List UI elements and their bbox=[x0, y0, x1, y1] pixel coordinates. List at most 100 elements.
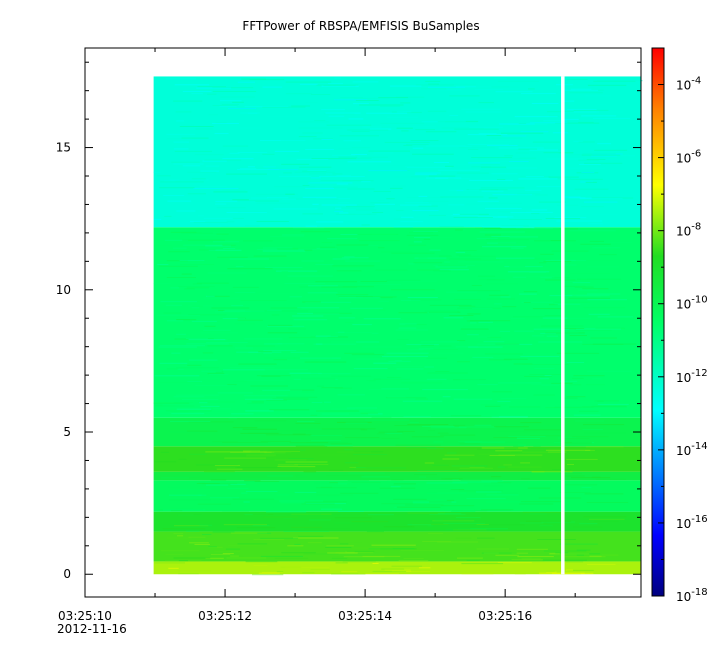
spectrogram-noise bbox=[192, 283, 202, 285]
spectrogram-noise bbox=[592, 343, 637, 345]
spectrogram-noise bbox=[343, 140, 361, 142]
spectrogram-noise bbox=[203, 297, 240, 299]
spectrogram-noise bbox=[400, 221, 424, 223]
spectrogram-noise bbox=[199, 185, 227, 187]
spectrogram-noise bbox=[222, 369, 265, 371]
y-axis bbox=[85, 61, 641, 575]
spectrogram-noise bbox=[266, 511, 307, 513]
spectrogram-noise bbox=[403, 558, 424, 560]
spectrogram-noise bbox=[305, 149, 335, 150]
spectrogram-noise bbox=[592, 378, 602, 380]
spectrogram-noise bbox=[177, 535, 184, 537]
spectrogram-noise bbox=[351, 482, 381, 483]
y-tick-labels: 0 5 10 15 bbox=[56, 141, 71, 582]
spectrogram-noise bbox=[518, 148, 537, 150]
spectrogram-noise bbox=[179, 126, 214, 127]
spectrogram-noise bbox=[181, 273, 192, 275]
spectrogram-noise bbox=[182, 165, 201, 167]
spectrogram-noise bbox=[301, 378, 336, 380]
spectrogram-noise bbox=[400, 549, 444, 551]
spectrogram-noise bbox=[396, 127, 413, 129]
spectrogram-noise bbox=[166, 277, 196, 278]
spectrogram-noise bbox=[504, 447, 519, 449]
spectrogram-noise bbox=[427, 372, 468, 374]
spectrogram-noise bbox=[542, 236, 576, 238]
spectrogram-noise bbox=[464, 146, 472, 148]
spectrogram-noise bbox=[469, 179, 513, 181]
spectrogram-noise bbox=[198, 249, 216, 251]
spectrogram-noise bbox=[263, 369, 308, 371]
spectrogram-noise bbox=[384, 569, 411, 571]
spectrogram-noise bbox=[523, 291, 538, 293]
spectrogram-noise bbox=[526, 276, 541, 278]
spectrogram-noise bbox=[573, 526, 603, 528]
spectrogram-noise bbox=[398, 327, 417, 329]
spectrogram-noise bbox=[187, 381, 202, 382]
spectrogram-noise bbox=[246, 345, 275, 347]
spectrogram-noise bbox=[166, 138, 193, 140]
spectrogram-noise bbox=[404, 126, 436, 128]
spectrogram-noise bbox=[170, 510, 183, 512]
spectrogram-noise bbox=[321, 139, 333, 140]
spectrogram-noise bbox=[321, 286, 357, 288]
spectrogram-noise bbox=[267, 324, 293, 326]
spectrogram-noise bbox=[508, 436, 546, 437]
spectrogram-noise bbox=[264, 267, 303, 268]
spectrogram-noise bbox=[457, 557, 483, 559]
spectrogram-noise bbox=[583, 516, 627, 518]
spectrogram-noise bbox=[435, 371, 450, 373]
spectrogram-noise bbox=[393, 218, 414, 220]
colorbar-tick-label: 10-18 bbox=[676, 587, 708, 604]
spectrogram-noise bbox=[597, 403, 629, 405]
spectrogram-noise bbox=[335, 542, 362, 543]
spectrogram-noise bbox=[474, 424, 492, 426]
spectrogram-noise bbox=[524, 376, 552, 377]
spectrogram-noise bbox=[497, 400, 511, 402]
spectrogram-noise bbox=[258, 572, 280, 574]
spectrogram-noise bbox=[564, 285, 586, 287]
spectrogram-noise bbox=[517, 206, 554, 208]
spectrogram-noise bbox=[426, 378, 447, 380]
spectrogram-noise bbox=[430, 349, 458, 350]
spectrogram-noise bbox=[302, 572, 315, 574]
spectrogram-noise bbox=[334, 517, 372, 519]
spectrogram-noise bbox=[497, 179, 506, 181]
spectrogram-noise bbox=[487, 145, 518, 146]
spectrogram-noise bbox=[520, 501, 564, 503]
spectrogram-noise bbox=[421, 344, 434, 346]
spectrogram-noise bbox=[263, 350, 297, 351]
spectrogram-noise bbox=[220, 96, 255, 98]
spectrogram-noise bbox=[205, 557, 224, 559]
spectrogram-noise bbox=[303, 471, 317, 473]
spectrogram-noise bbox=[572, 377, 584, 379]
spectrogram-noise bbox=[446, 215, 479, 216]
spectrogram-noise bbox=[425, 131, 457, 133]
spectrogram-noise bbox=[573, 140, 583, 142]
spectrogram-noise bbox=[418, 205, 438, 207]
spectrogram-noise bbox=[437, 513, 462, 514]
spectrogram-noise bbox=[260, 555, 303, 557]
spectrogram-noise bbox=[486, 135, 502, 136]
spectrogram-noise bbox=[230, 555, 239, 557]
spectrogram-noise bbox=[514, 330, 534, 332]
spectrogram-noise bbox=[155, 358, 195, 360]
spectrogram-noise bbox=[407, 524, 432, 526]
spectrogram-noise bbox=[378, 309, 386, 311]
spectrogram-noise bbox=[217, 256, 248, 258]
spectrogram-noise bbox=[165, 78, 196, 80]
spectrogram-noise bbox=[215, 371, 224, 373]
spectrogram-noise bbox=[298, 248, 337, 250]
spectrogram-noise bbox=[566, 396, 586, 398]
spectrogram-noise bbox=[319, 247, 338, 249]
spectrogram-noise bbox=[562, 118, 579, 120]
spectrogram-noise bbox=[351, 157, 372, 159]
spectrogram-noise bbox=[326, 545, 354, 547]
spectrogram-noise bbox=[479, 231, 525, 233]
spectrogram-noise bbox=[281, 163, 310, 165]
spectrogram-noise bbox=[457, 290, 501, 292]
spectrogram-noise bbox=[339, 543, 349, 545]
spectrogram-noise bbox=[418, 567, 431, 569]
spectrogram-noise bbox=[576, 328, 621, 330]
spectrogram-noise bbox=[173, 533, 184, 535]
spectrogram-noise bbox=[301, 503, 335, 505]
